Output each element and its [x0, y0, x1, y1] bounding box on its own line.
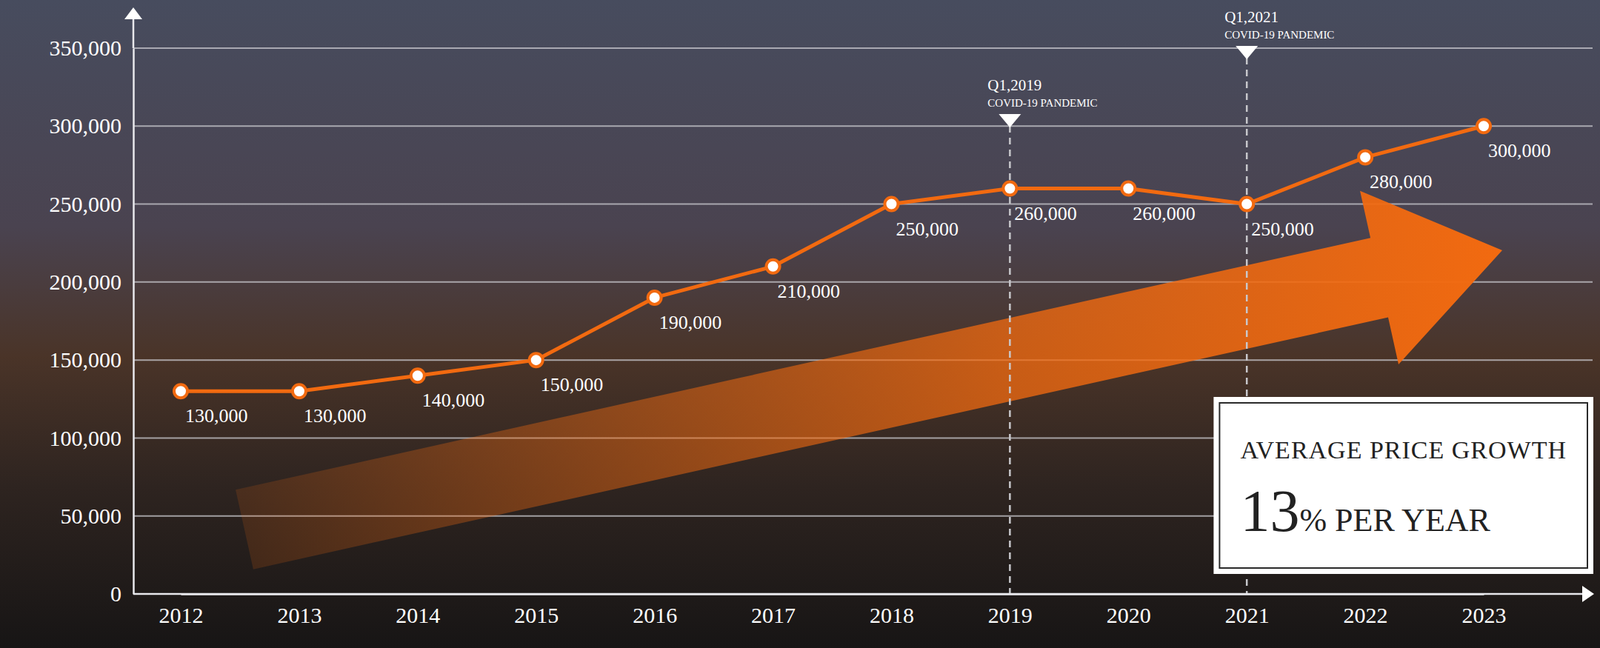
- y-tick: 300,000: [49, 113, 135, 138]
- callout-title: AVERAGE PRICE GROWTH: [1240, 436, 1567, 464]
- data-point: [1477, 119, 1491, 133]
- data-label: 130,000: [185, 405, 249, 427]
- annotation-marker: [1235, 45, 1258, 60]
- background: [0, 0, 1600, 648]
- x-axis-arrowhead: [1582, 585, 1595, 603]
- plot-area: [174, 119, 1491, 398]
- data-point: [1002, 182, 1017, 196]
- callout-box: [1214, 397, 1593, 574]
- x-tick: 2013: [277, 594, 322, 628]
- x-tick: 2022: [1343, 594, 1389, 628]
- chart-svg: Q1,2019 COVID-19 PANDEMIC Q1,2021 COVID-19 …: [0, 0, 1600, 648]
- x-tick-label: 2020: [1106, 602, 1152, 628]
- data-line: [180, 125, 1484, 392]
- data-label: 250,000: [1251, 218, 1315, 240]
- callout-number: 13: [1240, 478, 1300, 544]
- x-tick: 2019: [988, 594, 1033, 628]
- x-tick-label: 2019: [988, 602, 1033, 628]
- data-labels: 130,000 130,000 140,000 150,000 190,000 210,0…: [185, 140, 1552, 427]
- data-label: 300,000: [1488, 140, 1552, 162]
- y-tick: 200,000: [49, 269, 135, 295]
- x-tick: 2023: [1462, 594, 1507, 628]
- x-tick: 2017: [751, 594, 796, 628]
- x-tick-label: 2016: [632, 602, 678, 628]
- data-label: 250,000: [895, 218, 959, 240]
- data-label: 260,000: [1014, 202, 1078, 225]
- callout-rest: % PER YEAR: [1299, 502, 1491, 539]
- x-axis-baseline: [133, 593, 1584, 596]
- data-point: [648, 291, 662, 305]
- data-label: 130,000: [303, 405, 367, 427]
- y-tick: 0: [110, 581, 134, 606]
- y-tick: 100,000: [49, 425, 135, 451]
- grid-line: [133, 593, 1593, 595]
- y-axis: 0 50,000 100,000 150,000 200,000 250,000 300,0…: [49, 35, 135, 606]
- annotation-label: Q1,2019: [987, 76, 1042, 95]
- y-axis-extension: [132, 17, 135, 49]
- y-axis-line: [132, 48, 135, 595]
- data-point: [529, 353, 543, 367]
- grid: [133, 48, 1593, 595]
- x-tick: 2014: [395, 594, 440, 628]
- data-point: [174, 384, 188, 398]
- data-point: [411, 368, 425, 383]
- x-tick: 2015: [514, 594, 559, 628]
- x-tick-label: 2017: [751, 602, 796, 628]
- callout-border: [1219, 402, 1588, 569]
- x-tick: 2018: [869, 594, 915, 628]
- callout: AVERAGE PRICE GROWTH 13% PER YEAR: [1214, 397, 1593, 574]
- annotation-marker: [998, 114, 1021, 128]
- x-axis-line: [181, 593, 1485, 596]
- x-tick: 2016: [632, 594, 678, 628]
- annotation-label: Q1,2021: [1224, 8, 1279, 26]
- x-tick-label: 2021: [1225, 602, 1270, 628]
- y-tick-label: 350,000: [49, 35, 123, 60]
- y-tick: 350,000: [49, 35, 135, 60]
- data-label: 150,000: [540, 374, 604, 396]
- data-label: 210,000: [777, 280, 841, 303]
- y-tick: 150,000: [49, 347, 135, 372]
- data-label: 190,000: [659, 311, 723, 334]
- grid-line: [133, 125, 1593, 127]
- y-tick: 50,000: [60, 503, 135, 529]
- grid-line: [133, 47, 1593, 49]
- data-point: [1358, 150, 1372, 164]
- data-point: [292, 384, 306, 398]
- data-label: 140,000: [422, 389, 486, 412]
- y-tick-label: 150,000: [49, 347, 123, 372]
- annotation-text: COVID-19 PANDEMIC: [1224, 28, 1335, 41]
- x-tick: 2020: [1106, 594, 1152, 628]
- x-tick-label: 2014: [395, 602, 440, 628]
- x-tick-label: 2018: [869, 602, 915, 628]
- y-axis-arrowhead: [124, 7, 143, 20]
- data-point: [884, 197, 898, 212]
- y-tick-label: 300,000: [49, 113, 123, 138]
- x-tick-label: 2023: [1462, 602, 1507, 628]
- x-tick-label: 2013: [277, 602, 322, 628]
- callout-text: 13% PER YEAR: [1240, 478, 1491, 544]
- y-tick-label: 0: [110, 581, 122, 606]
- annotations: Q1,2019 COVID-19 PANDEMIC Q1,2021 COVID-19 …: [987, 8, 1335, 595]
- data-label: 280,000: [1369, 171, 1433, 193]
- data-label: 260,000: [1132, 202, 1196, 225]
- x-tick-label: 2012: [159, 602, 204, 628]
- x-axis: 2012 2013 2014 2015 2016 2017 2018 2019 2020 2021…: [159, 594, 1507, 628]
- annotation-text: COVID-19 PANDEMIC: [987, 97, 1098, 109]
- data-point: [1121, 182, 1135, 196]
- y-tick: 250,000: [49, 191, 135, 217]
- x-tick: 2021: [1225, 594, 1270, 628]
- y-tick-label: 200,000: [49, 269, 123, 295]
- x-tick: 2012: [159, 594, 204, 628]
- data-point: [766, 260, 780, 274]
- y-tick-label: 100,000: [49, 425, 123, 451]
- x-tick-label: 2015: [514, 602, 559, 628]
- y-tick-label: 250,000: [49, 191, 123, 217]
- trend-arrow: [235, 191, 1503, 570]
- y-tick-label: 50,000: [60, 503, 123, 529]
- x-tick-label: 2022: [1343, 602, 1389, 628]
- data-point: [1240, 197, 1254, 212]
